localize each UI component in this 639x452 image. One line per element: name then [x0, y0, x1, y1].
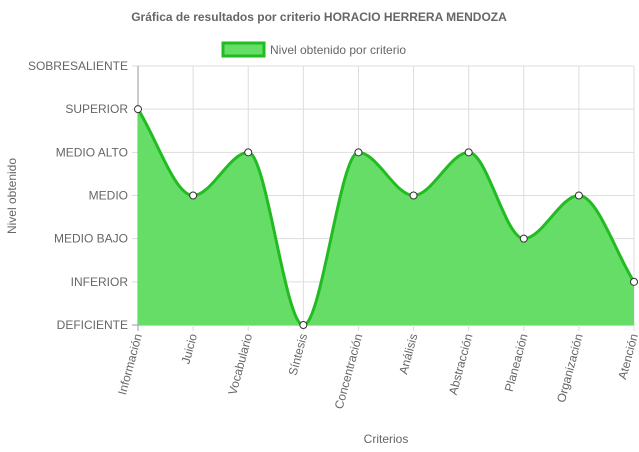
x-tick-label: Atención: [615, 332, 639, 381]
y-tick-label: SUPERIOR: [65, 102, 128, 116]
series-line: [136, 108, 636, 327]
x-tick-label: Información: [115, 332, 145, 396]
x-axis-ticks: Información Juicio Vocabulario Síntesis Conc…: [115, 332, 639, 411]
legend[interactable]: Nivel obtenido por criterio: [221, 41, 406, 58]
data-point-3[interactable]: [299, 321, 308, 329]
x-tick-label: Abstracción: [446, 332, 476, 396]
x-axis-label: Criterios: [364, 432, 409, 446]
data-point-0[interactable]: [134, 105, 142, 114]
data-point-4[interactable]: [354, 148, 363, 157]
data-point-5[interactable]: [409, 191, 418, 200]
y-tick-label: SOBRESALIENTE: [28, 59, 128, 73]
legend-swatch: [221, 41, 266, 58]
chart-title: Gráfica de resultados por criterio HORAC…: [131, 10, 507, 24]
y-tick-label: MEDIO BAJO: [54, 232, 128, 246]
x-tick-label: Síntesis: [286, 332, 311, 377]
data-point-1[interactable]: [189, 191, 198, 200]
x-tick-label: Juicio: [179, 332, 201, 366]
y-tick-label: MEDIO ALTO: [56, 145, 128, 159]
y-axis-ticks: DEFICIENTE INFERIOR MEDIO BAJO MEDIO MEDIO A…: [28, 59, 128, 332]
y-tick-label: MEDIO: [89, 189, 128, 203]
series-area: [138, 109, 634, 326]
x-tick-label: Organización: [554, 332, 586, 404]
data-point-6[interactable]: [464, 148, 473, 157]
legend-label: Nivel obtenido por criterio: [270, 43, 406, 57]
data-point-9[interactable]: [630, 277, 638, 286]
y-tick-label: DEFICIENTE: [57, 318, 128, 332]
y-tick-label: INFERIOR: [71, 275, 129, 289]
x-tick-label: Análisis: [396, 332, 420, 376]
data-point-2[interactable]: [244, 148, 253, 157]
x-tick-label: Concentración: [332, 332, 366, 410]
data-point-7[interactable]: [519, 234, 528, 243]
y-axis-label: Nivel obtenido: [5, 158, 19, 234]
x-tick-label: Vocabulario: [225, 332, 255, 397]
x-tick-label: Planeación: [502, 332, 531, 393]
data-point-8[interactable]: [574, 191, 583, 200]
plot-area: [134, 105, 638, 329]
